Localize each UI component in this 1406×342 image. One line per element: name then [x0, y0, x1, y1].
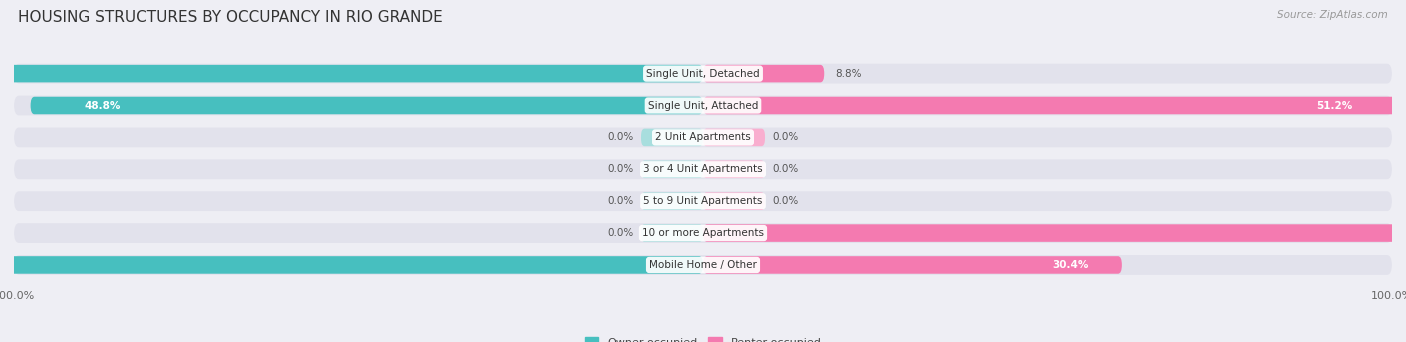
Text: Mobile Home / Other: Mobile Home / Other	[650, 260, 756, 270]
Text: 0.0%: 0.0%	[772, 196, 799, 206]
FancyBboxPatch shape	[31, 97, 703, 114]
FancyBboxPatch shape	[14, 96, 1392, 115]
Text: 51.2%: 51.2%	[1316, 101, 1353, 110]
Text: 30.4%: 30.4%	[1052, 260, 1088, 270]
FancyBboxPatch shape	[703, 160, 765, 178]
FancyBboxPatch shape	[14, 191, 1392, 211]
FancyBboxPatch shape	[641, 224, 703, 242]
FancyBboxPatch shape	[0, 65, 703, 82]
Text: 0.0%: 0.0%	[607, 228, 634, 238]
Text: Single Unit, Detached: Single Unit, Detached	[647, 69, 759, 79]
Text: 0.0%: 0.0%	[607, 164, 634, 174]
Text: Source: ZipAtlas.com: Source: ZipAtlas.com	[1277, 10, 1388, 20]
Text: 8.8%: 8.8%	[835, 69, 862, 79]
Text: 0.0%: 0.0%	[772, 164, 799, 174]
FancyBboxPatch shape	[641, 160, 703, 178]
Text: 2 Unit Apartments: 2 Unit Apartments	[655, 132, 751, 142]
FancyBboxPatch shape	[14, 128, 1392, 147]
Text: 0.0%: 0.0%	[772, 132, 799, 142]
Text: 48.8%: 48.8%	[84, 101, 121, 110]
Legend: Owner-occupied, Renter-occupied: Owner-occupied, Renter-occupied	[585, 337, 821, 342]
FancyBboxPatch shape	[703, 65, 824, 82]
FancyBboxPatch shape	[14, 64, 1392, 83]
FancyBboxPatch shape	[641, 193, 703, 210]
Text: 10 or more Apartments: 10 or more Apartments	[643, 228, 763, 238]
Text: 3 or 4 Unit Apartments: 3 or 4 Unit Apartments	[643, 164, 763, 174]
FancyBboxPatch shape	[703, 97, 1406, 114]
Text: 0.0%: 0.0%	[607, 132, 634, 142]
FancyBboxPatch shape	[14, 255, 1392, 275]
Text: HOUSING STRUCTURES BY OCCUPANCY IN RIO GRANDE: HOUSING STRUCTURES BY OCCUPANCY IN RIO G…	[18, 10, 443, 25]
Text: 5 to 9 Unit Apartments: 5 to 9 Unit Apartments	[644, 196, 762, 206]
FancyBboxPatch shape	[14, 223, 1392, 243]
FancyBboxPatch shape	[0, 256, 703, 274]
FancyBboxPatch shape	[703, 193, 765, 210]
FancyBboxPatch shape	[703, 256, 1122, 274]
FancyBboxPatch shape	[703, 224, 1406, 242]
FancyBboxPatch shape	[641, 129, 703, 146]
Text: Single Unit, Attached: Single Unit, Attached	[648, 101, 758, 110]
Text: 0.0%: 0.0%	[607, 196, 634, 206]
FancyBboxPatch shape	[14, 159, 1392, 179]
FancyBboxPatch shape	[703, 129, 765, 146]
